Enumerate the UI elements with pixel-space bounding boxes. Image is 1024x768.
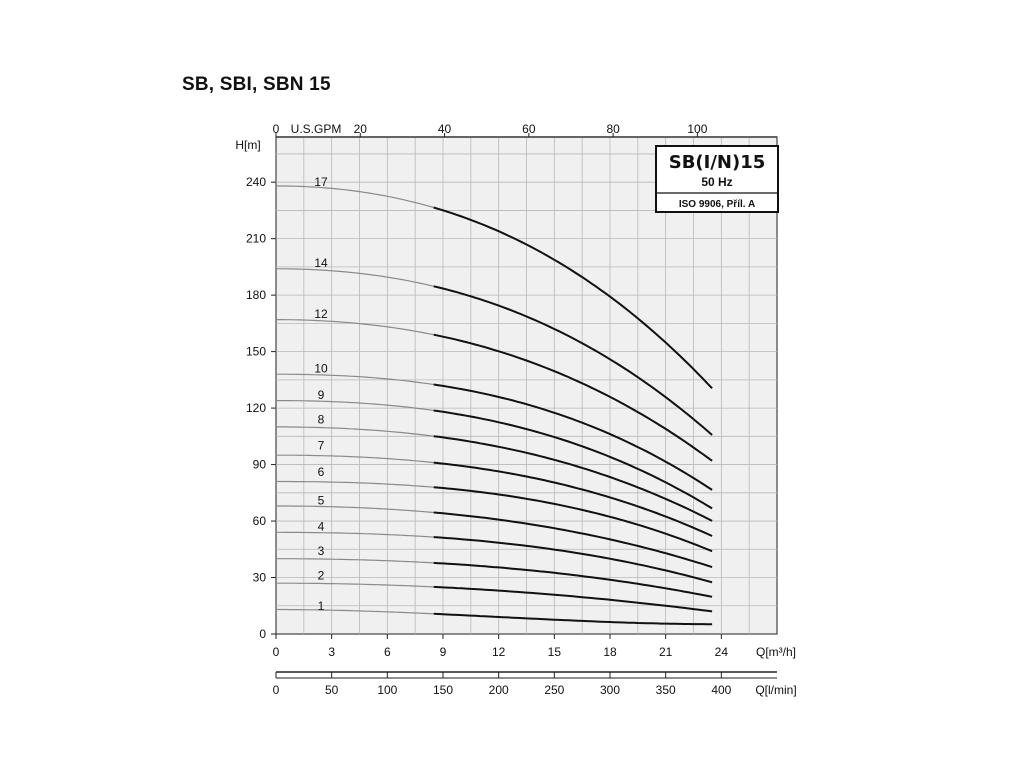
curve-6 [433, 486, 713, 553]
curve-4-extension [276, 531, 434, 538]
curve-6-extension [276, 480, 434, 488]
curve-14-extension [276, 268, 434, 287]
x-tick-label: 9 [440, 645, 447, 659]
x-tick-label: 3 [328, 645, 335, 659]
x-axis-label: Q[m³/h] [756, 645, 796, 659]
top-axis-label: U.S.GPM [291, 122, 342, 136]
y-axis-label: H[m] [235, 138, 260, 152]
lmin-tick-label: 400 [711, 683, 731, 697]
curve-1 [433, 612, 713, 626]
y-tick-label: 210 [246, 232, 266, 246]
curve-10-extension [276, 373, 434, 386]
legend-background [655, 145, 779, 213]
curve-label-5: 5 [318, 493, 325, 507]
lmin-tick-label: 300 [600, 683, 620, 697]
curve-2 [433, 585, 713, 613]
page-title: SB, SBI, SBN 15 [182, 74, 331, 95]
lmin-tick-label: 150 [433, 683, 453, 697]
curve-12 [433, 333, 713, 462]
lmin-axis-label: Q[l/min] [755, 683, 796, 697]
top-tick-label: 100 [687, 122, 707, 136]
curve-label-4: 4 [318, 520, 325, 534]
curve-label-1: 1 [318, 599, 325, 613]
x-tick-label: 15 [548, 645, 562, 659]
top-tick-label: 0 [273, 122, 280, 136]
legend-frequency: 50 Hz [701, 175, 732, 189]
y-tick-label: 180 [246, 288, 266, 302]
x-tick-label: 6 [384, 645, 391, 659]
lmin-tick-label: 250 [544, 683, 564, 697]
curve-7-extension [276, 454, 434, 464]
y-tick-label: 30 [253, 571, 267, 585]
curve-label-9: 9 [318, 388, 325, 402]
curve-17 [433, 206, 713, 389]
curve-8-extension [276, 426, 434, 437]
curve-5-extension [276, 505, 434, 514]
y-tick-label: 60 [253, 514, 267, 528]
curve-9-extension [276, 400, 434, 412]
curve-label-17: 17 [314, 175, 328, 189]
curve-label-6: 6 [318, 465, 325, 479]
y-tick-label: 120 [246, 401, 266, 415]
curve-9 [433, 409, 713, 510]
legend-standard: ISO 9906, Příl. A [679, 199, 755, 210]
x-tick-label: 21 [659, 645, 673, 659]
top-tick-label: 20 [354, 122, 368, 136]
lmin-tick-label: 350 [656, 683, 676, 697]
legend-title: SB(I/N)15 [669, 152, 766, 173]
curve-label-3: 3 [318, 544, 325, 558]
x-tick-label: 24 [715, 645, 729, 659]
legend-box: SB(I/N)15 50 Hz ISO 9906, Příl. A [655, 145, 779, 213]
curve-label-8: 8 [318, 412, 325, 426]
curve-10 [433, 383, 713, 491]
curve-8 [433, 435, 713, 522]
lmin-tick-label: 100 [377, 683, 397, 697]
curve-7 [433, 461, 713, 537]
curve-label-7: 7 [318, 439, 325, 453]
curve-label-10: 10 [314, 362, 328, 376]
y-tick-label: 150 [246, 345, 266, 359]
lmin-tick-label: 200 [489, 683, 509, 697]
top-tick-label: 80 [606, 122, 620, 136]
y-tick-label: 90 [253, 458, 267, 472]
curve-4 [433, 536, 713, 584]
x-tick-label: 12 [492, 645, 506, 659]
y-tick-label: 240 [246, 175, 266, 189]
curve-2-extension [276, 582, 434, 588]
curve-label-14: 14 [314, 256, 328, 270]
x-tick-label: 0 [273, 645, 280, 659]
curve-3 [433, 561, 713, 598]
curve-17-extension [275, 185, 434, 209]
curve-label-12: 12 [314, 307, 328, 321]
x-tick-label: 18 [603, 645, 617, 659]
lmin-tick-label: 50 [325, 683, 339, 697]
y-tick-label: 0 [259, 627, 266, 641]
curve-5 [433, 511, 713, 569]
top-tick-label: 40 [438, 122, 452, 136]
curve-label-2: 2 [318, 569, 325, 583]
curve-1-extension [276, 608, 434, 615]
curve-3-extension [276, 558, 434, 564]
curve-14 [433, 285, 713, 436]
curve-12-extension [276, 319, 434, 336]
lmin-tick-label: 0 [273, 683, 280, 697]
top-tick-label: 60 [522, 122, 536, 136]
